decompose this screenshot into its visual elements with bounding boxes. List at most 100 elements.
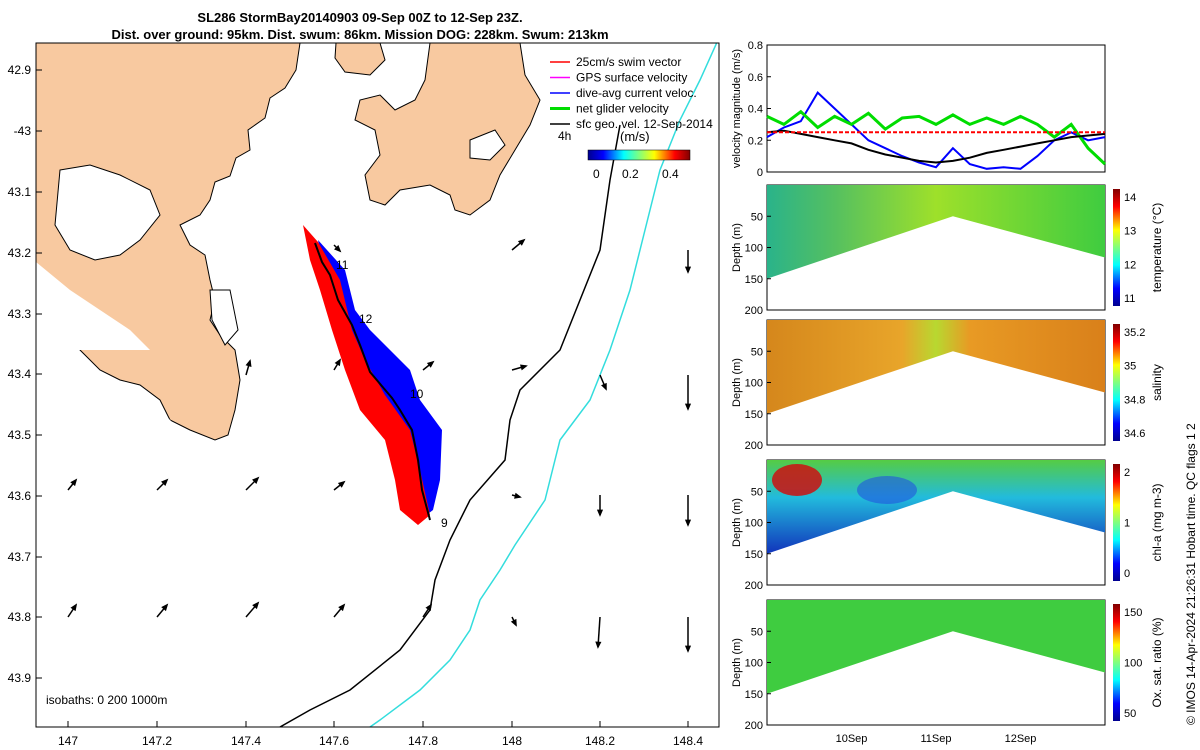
velocity-series-line: [766, 91, 1106, 170]
chart-title-line2: Dist. over ground: 95km. Dist. swum: 86k…: [111, 27, 609, 42]
lon-tick-label: 147.8: [408, 734, 438, 748]
lat-tick-label: 43.2: [8, 246, 32, 260]
depth-tick: 100: [745, 658, 763, 670]
speed-colorbar: [587, 149, 691, 161]
footer-credit: © IMOS 14-Apr-2024 21:26:31 Hobart time.…: [1184, 423, 1198, 725]
swim-vector-polygon: [303, 225, 430, 525]
colorbar-tick: 2: [1124, 467, 1130, 479]
surface-velocity-arrows: [67, 238, 692, 653]
velocity-y-tick: 0.4: [748, 104, 763, 116]
day-label-9: 9: [441, 516, 448, 530]
colorbar-tick-2: 0.4: [662, 167, 679, 181]
lat-tick-label: 43.6: [8, 489, 32, 503]
colorbar-tick: 14: [1124, 192, 1136, 204]
colorbar-tick: 150: [1124, 607, 1142, 619]
velocity-y-tick: 0.6: [748, 72, 763, 84]
depth-tick: 100: [745, 378, 763, 390]
depth-tick: 200: [745, 440, 763, 452]
velocity-arrow-head: [70, 478, 78, 487]
profile-panels: 0 0.2 0.4 0.6 0.8 velocity magnitude (m/s) 50 1…: [731, 40, 1198, 745]
colorbar-label: chl-a (mg m-3): [1150, 483, 1164, 561]
velocity-arrow-head: [334, 358, 341, 367]
velocity-plot-frame: [766, 44, 1106, 173]
velocity-y-tick: 0.8: [748, 40, 763, 52]
velocity-arrow-head: [596, 509, 604, 517]
profile-colorbar: [1113, 324, 1120, 441]
velocity-arrow-head: [161, 603, 169, 612]
chl-patch: [857, 476, 917, 504]
depth-ylabel: Depth (m): [731, 498, 743, 547]
velocity-series-line: [766, 129, 1106, 164]
depth-tick: 200: [745, 720, 763, 732]
lat-tick-label: 43.8: [8, 610, 32, 624]
lat-tick-label: 43.9: [8, 671, 32, 685]
legend-label: sfc geo. vel. 12-Sep-2014: [576, 117, 713, 131]
velocity-arrow-head: [684, 519, 692, 527]
colorbar-tick: 34.6: [1124, 428, 1145, 440]
lat-tick-label: 43.7: [8, 550, 32, 564]
velocity-arrow-head: [334, 245, 342, 253]
legend-label: dive-avg current veloc.: [576, 86, 697, 100]
isobath-label: isobaths: 0 200 1000m: [46, 693, 167, 707]
colorbar-tick: 1: [1124, 518, 1130, 530]
lon-tick-label: 148.2: [585, 734, 615, 748]
colorbar-tick: 0: [1124, 568, 1130, 580]
velocity-arrow-head: [161, 478, 169, 486]
day-label-11: 11: [336, 258, 349, 272]
velocity-arrow-head: [601, 382, 607, 391]
colorbar-tick: 35: [1124, 361, 1136, 373]
depth-ylabel: Depth (m): [731, 358, 743, 407]
lon-tick-label: 147.2: [142, 734, 172, 748]
depth-tick: 150: [745, 549, 763, 561]
lat-tick-label: 43.3: [8, 307, 32, 321]
lat-tick-label: 43.1: [8, 185, 32, 199]
velocity-arrow-head: [337, 480, 346, 488]
velocity-arrow-head: [684, 266, 692, 274]
lon-tick-label: 148.4: [673, 734, 703, 748]
isobath-1000m: [369, 43, 718, 727]
velocity-arrow-head: [684, 645, 692, 653]
date-tick: 12Sep: [1005, 733, 1037, 745]
velocity-arrow-head: [510, 618, 517, 627]
velocity-arrow-head: [70, 603, 78, 612]
lat-tick-label: 42.9: [8, 63, 32, 77]
profile-section-fill: [767, 460, 1105, 554]
velocity-y-tick: 0.2: [748, 135, 763, 147]
colorbar-tick: 100: [1124, 658, 1142, 670]
velocity-arrow-head: [517, 238, 526, 246]
velocity-y-tick: 0: [757, 167, 763, 179]
profile-colorbar: [1113, 189, 1120, 306]
map-legend: 25cm/s swim vector GPS surface velocitydi…: [550, 55, 713, 131]
velocity-arrow-head: [514, 492, 522, 499]
colorbar-tick-1: 0.2: [622, 167, 639, 181]
date-tick: 10Sep: [836, 733, 868, 745]
colorbar-tick: 13: [1124, 226, 1136, 238]
depth-tick: 150: [745, 409, 763, 421]
depth-tick: 50: [751, 211, 763, 223]
profile-section-fill: [767, 185, 1105, 279]
depth-tick: 200: [745, 580, 763, 592]
depth-tick: 150: [745, 274, 763, 286]
velocity-arrow-head: [595, 641, 602, 649]
depth-tick: 100: [745, 243, 763, 255]
lat-tick-label: 43.5: [8, 428, 32, 442]
depth-tick: 100: [745, 518, 763, 530]
depth-ylabel: Depth (m): [731, 638, 743, 687]
legend-extra: 4h: [558, 129, 571, 143]
colorbar-tick: 34.8: [1124, 394, 1145, 406]
depth-tick: 150: [745, 689, 763, 701]
profile-colorbar: [1113, 604, 1120, 721]
lat-tick-label: 43.4: [8, 367, 32, 381]
glider-track: [314, 242, 431, 521]
velocity-arrow-head: [426, 360, 435, 368]
lat-tick-label: -43: [14, 124, 32, 138]
glider-track-map: 147 147.2 147.4 147.6 147.8 148 148.2 148.4 42.9…: [8, 42, 720, 748]
velocity-ylabel: velocity magnitude (m/s): [731, 49, 743, 168]
day-label-10: 10: [410, 387, 424, 401]
velocity-arrow-head: [425, 603, 433, 612]
legend-label: GPS surface velocity: [576, 71, 687, 85]
legend-label: 25cm/s swim vector: [576, 55, 681, 69]
velocity-arrow-head: [338, 603, 346, 612]
colorbar-tick: 12: [1124, 259, 1136, 271]
legend-label: net glider velocity: [576, 102, 669, 116]
